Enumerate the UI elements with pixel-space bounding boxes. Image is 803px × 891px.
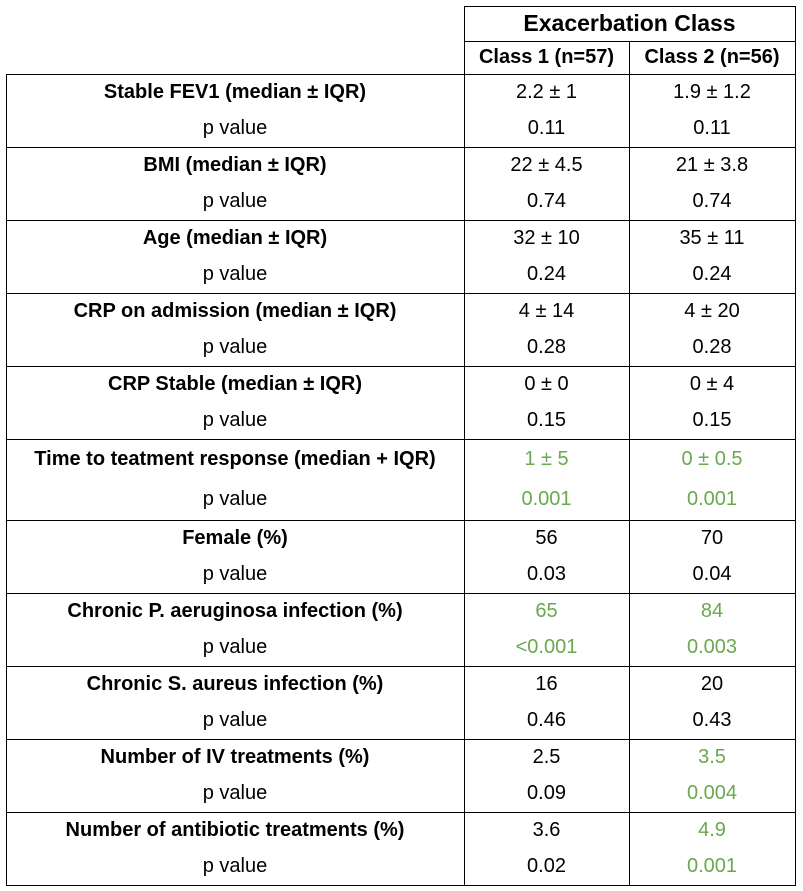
row-label: Age (median ± IQR) [142, 226, 328, 249]
class2-value: 20 [700, 672, 724, 695]
class2-pvalue: 0.74 [692, 190, 732, 213]
class1-value: 22 ± 4.5 [510, 153, 583, 176]
row-label: Number of antibiotic treatments (%) [65, 818, 405, 841]
class2-value: 21 ± 3.8 [675, 153, 749, 176]
row-pvalue-label: p value [202, 782, 268, 805]
row-label: Number of IV treatments (%) [100, 745, 370, 768]
grid-line [6, 293, 796, 294]
grid-line [6, 885, 796, 886]
class1-value: 2.5 [532, 745, 561, 768]
class1-pvalue: 0.74 [527, 190, 566, 213]
row-pvalue-label: p value [202, 117, 268, 140]
row-label: Stable FEV1 (median ± IQR) [103, 80, 367, 103]
class1-pvalue: 0.09 [527, 782, 566, 805]
grid-line [464, 6, 465, 886]
class1-value: 32 ± 10 [513, 226, 580, 249]
class1-value: 56 [535, 526, 558, 549]
grid-line [6, 439, 796, 440]
class1-pvalue: 0.24 [527, 263, 566, 286]
class2-pvalue: 0.003 [686, 636, 738, 659]
row-pvalue-label: p value [202, 563, 268, 586]
class2-value: 70 [700, 526, 724, 549]
class1-pvalue: <0.001 [515, 636, 578, 659]
row-pvalue-label: p value [202, 709, 268, 732]
grid-line [6, 220, 796, 221]
row-pvalue-label: p value [202, 409, 268, 432]
class1-pvalue: 0.001 [521, 488, 572, 511]
grid-line [6, 666, 796, 667]
class2-value: 0 ± 4 [689, 372, 735, 395]
class2-value: 4 ± 20 [684, 299, 740, 322]
row-pvalue-label: p value [202, 263, 268, 286]
class1-value: 3.6 [532, 818, 561, 841]
class1-value: 4 ± 14 [518, 299, 575, 322]
class1-pvalue: 0.28 [527, 336, 566, 359]
row-label: Chronic S. aureus infection (%) [86, 672, 384, 695]
class2-value: 4.9 [698, 818, 726, 841]
class2-pvalue: 0.001 [686, 855, 738, 878]
class2-pvalue: 0.24 [692, 263, 732, 286]
row-label: Female (%) [182, 526, 288, 549]
grid-line [6, 520, 796, 521]
row-label: CRP on admission (median ± IQR) [73, 299, 397, 322]
grid-line [6, 74, 7, 886]
row-pvalue-label: p value [202, 336, 268, 359]
grid-line [464, 41, 796, 42]
class1-value: 2.2 ± 1 [515, 80, 577, 103]
class2-pvalue: 0.43 [692, 709, 732, 732]
grid-line [6, 147, 796, 148]
class1-pvalue: 0.15 [527, 409, 566, 432]
grid-line [464, 6, 796, 7]
class2-pvalue: 0.04 [692, 563, 732, 586]
grid-line [795, 6, 796, 886]
header-title: Exacerbation Class [523, 9, 736, 36]
header-class1: Class 1 (n=57) [478, 46, 615, 68]
row-pvalue-label: p value [202, 190, 268, 213]
class1-value: 0 ± 0 [524, 372, 569, 395]
grid-line [6, 366, 796, 367]
class2-value: 1.9 ± 1.2 [673, 80, 751, 103]
class2-pvalue: 0.28 [692, 336, 732, 359]
class1-pvalue: 0.03 [527, 563, 566, 586]
class1-value: 16 [535, 672, 558, 695]
row-pvalue-label: p value [202, 855, 268, 878]
class2-pvalue: 0.004 [686, 782, 738, 805]
class1-pvalue: 0.02 [527, 855, 566, 878]
grid-line [6, 812, 796, 813]
class2-pvalue: 0.15 [692, 409, 732, 432]
row-label: BMI (median ± IQR) [143, 153, 327, 176]
grid-line [6, 739, 796, 740]
class1-value: 1 ± 5 [524, 447, 569, 470]
grid-line [6, 74, 796, 75]
row-label: Chronic P. aeruginosa infection (%) [67, 599, 403, 622]
grid-line [6, 593, 796, 594]
class2-value: 0 ± 0.5 [681, 447, 743, 470]
class1-pvalue: 0.11 [527, 117, 566, 140]
row-pvalue-label: p value [202, 488, 268, 511]
class2-value: 84 [700, 599, 724, 622]
class1-value: 65 [535, 599, 558, 622]
header-class2: Class 2 (n=56) [644, 46, 780, 68]
row-label: CRP Stable (median ± IQR) [108, 372, 362, 395]
row-pvalue-label: p value [202, 636, 268, 659]
class2-value: 35 ± 11 [679, 226, 745, 249]
grid-line [629, 41, 630, 886]
class1-pvalue: 0.46 [527, 709, 566, 732]
class2-pvalue: 0.11 [693, 117, 731, 140]
class2-pvalue: 0.001 [686, 488, 738, 511]
row-label: Time to teatment response (median + IQR) [34, 447, 436, 470]
class2-value: 3.5 [698, 745, 726, 768]
